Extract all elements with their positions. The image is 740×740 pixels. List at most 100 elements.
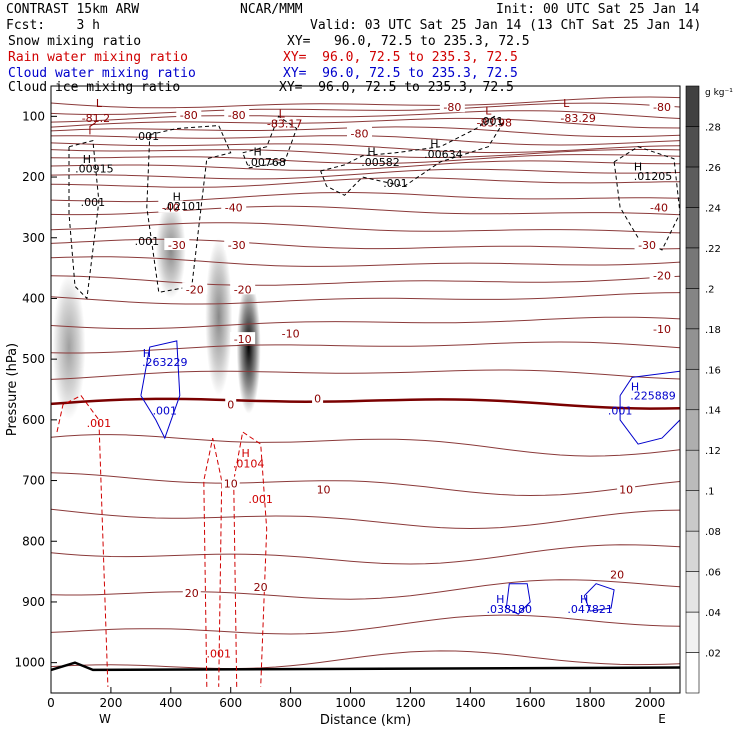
rain-contour: [203, 437, 223, 687]
temperature-label-bg: [634, 238, 660, 251]
temperature-isoline: [51, 650, 680, 670]
colorbar-swatch: [685, 530, 700, 572]
contour-annotation: -81.2: [82, 112, 110, 125]
snow-contour: [146, 124, 232, 293]
contour-annotation: L: [485, 104, 492, 117]
temperature-label: -20: [186, 283, 204, 296]
contour-annotation: H: [496, 593, 504, 606]
colorbar-swatch: [685, 166, 700, 208]
y-axis-label: Pressure (hPa): [5, 343, 20, 436]
colorbar-swatch: [685, 409, 700, 451]
temperature-label: 20: [610, 569, 624, 582]
snow-contour: [242, 115, 298, 169]
temperature-isoline: [51, 508, 680, 530]
contour-annotation: .038180: [487, 603, 533, 616]
contour-annotation: H: [242, 447, 250, 460]
colorbar-tick-label: .16: [705, 365, 721, 376]
temperature-isoline: [51, 472, 680, 497]
field-rain-xy: XY= 96.0, 72.5 to 235.3, 72.5: [283, 50, 518, 65]
temperature-label: -40: [225, 201, 243, 214]
temperature-label: -80: [443, 101, 461, 114]
temperature-label-bg: [312, 391, 324, 404]
colorbar-swatch: [685, 288, 700, 330]
temperature-label: -10: [234, 333, 252, 346]
temperature-isoline: [51, 256, 680, 267]
colorbar-swatch: [685, 490, 700, 532]
x-tick-label: 400: [159, 696, 182, 710]
contour-annotation: -83.98: [477, 116, 512, 129]
snow-shade-2: [205, 237, 233, 396]
temperature-isoline: [51, 191, 680, 203]
field-cloudice-xy: XY= 96.0, 72.5 to 235.3, 72.5: [279, 80, 514, 95]
temperature-label: 20: [185, 587, 199, 600]
colorbar-tick-label: .18: [705, 325, 721, 336]
x-tick-label: 2000: [635, 696, 666, 710]
colorbar-swatch: [685, 126, 700, 168]
contour-annotation: H: [580, 593, 588, 606]
temperature-label-bg: [221, 476, 240, 489]
temperature-isoline: [51, 117, 680, 129]
x-tick-label: 1600: [515, 696, 546, 710]
temperature-isoline: [51, 160, 680, 171]
temperature-label: -80: [351, 127, 369, 140]
temperature-isoline: [51, 544, 680, 565]
temperature-label: -10: [282, 328, 300, 341]
temperature-label: 0: [314, 393, 321, 406]
temperature-label-bg: [182, 585, 201, 598]
temperature-label-bg: [314, 482, 333, 495]
contour-annotation: H: [254, 146, 262, 159]
contour-annotation: .00915: [75, 163, 114, 176]
temperature-isoline: [51, 102, 680, 116]
temperature-label-bg: [230, 332, 256, 345]
field-snow-name: Snow mixing ratio: [8, 34, 142, 49]
contour-annotation: .001: [479, 115, 504, 128]
plot-frame: [50, 85, 681, 694]
y-tick-label: 100: [22, 109, 45, 123]
x-tick-label: 0: [47, 696, 55, 710]
init-time: Init: 00 UTC Sat 25 Jan 14: [496, 2, 700, 17]
colorbar-tick-label: .06: [705, 568, 721, 579]
temperature-label-bg: [224, 238, 250, 251]
temperature-label: 10: [317, 484, 331, 497]
contour-annotation: .225889: [630, 390, 676, 403]
colorbar-swatch: [685, 328, 700, 370]
y-tick-label: 1000: [14, 656, 45, 670]
temperature-isoline: [51, 316, 680, 330]
temperature-isoline: [51, 142, 680, 154]
colorbar-tick-label: .04: [705, 608, 721, 619]
y-tick-label: 900: [22, 595, 45, 609]
contour-annotation: L: [279, 107, 286, 120]
temperature-label: -80: [228, 109, 246, 122]
temperature-label: -30: [638, 239, 656, 252]
colorbar-unit: g kg⁻¹: [705, 88, 733, 98]
contour-annotation: .001: [248, 493, 273, 506]
temperature-label-bg: [221, 200, 247, 213]
temperature-isoline: [51, 434, 680, 457]
terrain-line: [51, 661, 680, 672]
contour-annotation: L: [96, 97, 103, 110]
temperature-label-bg: [649, 268, 675, 281]
contour-annotation: .001: [608, 405, 633, 418]
contour-annotation: H: [83, 153, 91, 166]
temperature-label-bg: [158, 200, 184, 213]
x-tick-label: 1400: [455, 696, 486, 710]
x-tick-label: 1800: [575, 696, 606, 710]
temperature-label: 10: [224, 478, 238, 491]
x-tick-label: 800: [279, 696, 302, 710]
colorbar-swatch: [685, 611, 700, 653]
y-tick-label: 200: [22, 170, 45, 184]
temperature-label-bg: [617, 482, 636, 495]
temperature-label-bg: [347, 126, 373, 139]
field-rain-name: Rain water mixing ratio: [8, 50, 189, 65]
y-tick-label: 600: [22, 413, 45, 427]
contour-annotation: .001: [81, 196, 106, 209]
temperature-label: -10: [653, 323, 671, 336]
temperature-isoline: [51, 397, 680, 410]
contour-annotation: H: [367, 146, 375, 159]
contour-annotation: H: [631, 380, 639, 393]
snow-contour: [320, 115, 504, 196]
contour-annotation: .01205: [634, 170, 673, 183]
contour-annotation: .0104: [233, 458, 265, 471]
temperature-label-bg: [224, 108, 250, 121]
